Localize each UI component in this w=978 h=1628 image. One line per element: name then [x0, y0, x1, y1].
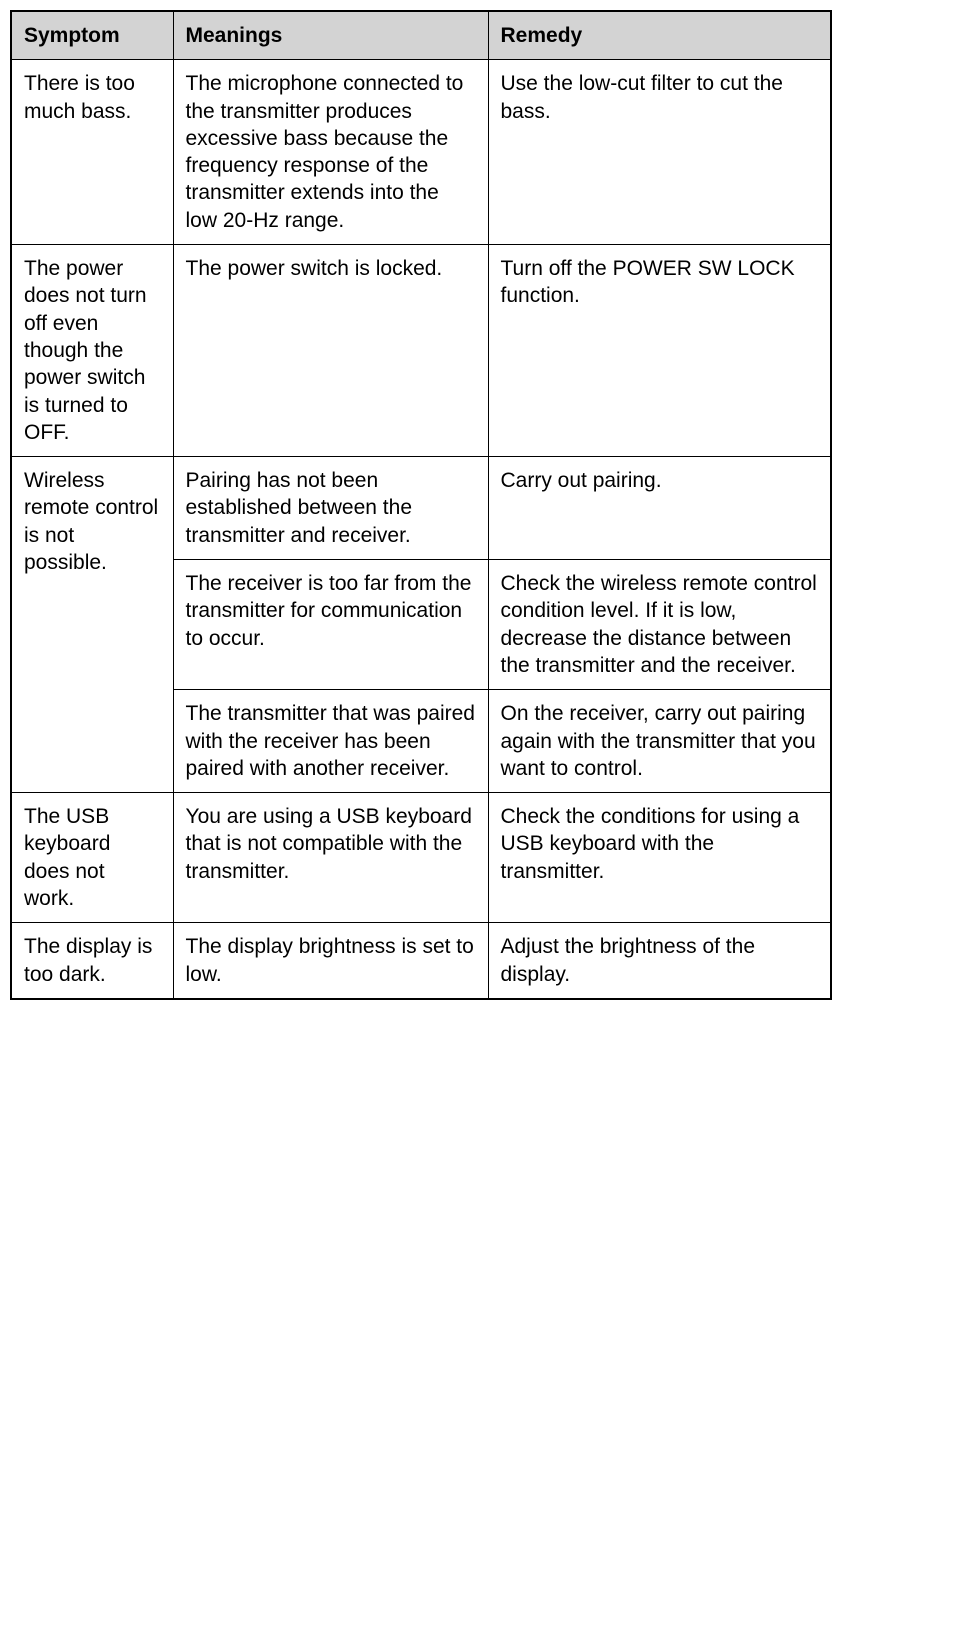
troubleshooting-table: Symptom Meanings Remedy There is too muc… — [10, 10, 832, 1000]
cell-remedy: Use the low-cut filter to cut the bass. — [488, 60, 831, 245]
cell-symptom: The power does not turn off even though … — [11, 245, 173, 457]
column-header-meanings: Meanings — [173, 11, 488, 60]
column-header-remedy: Remedy — [488, 11, 831, 60]
cell-symptom: The USB keyboard does not work. — [11, 793, 173, 923]
cell-remedy: Check the wireless remote control condit… — [488, 560, 831, 690]
cell-symptom: There is too much bass. — [11, 60, 173, 245]
cell-symptom: The display is too dark. — [11, 923, 173, 999]
cell-symptom: Wireless remote control is not possible. — [11, 457, 173, 793]
cell-remedy: Carry out pairing. — [488, 457, 831, 560]
cell-meanings: The display brightness is set to low. — [173, 923, 488, 999]
cell-meanings: Pairing has not been established between… — [173, 457, 488, 560]
cell-remedy: Check the conditions for using a USB key… — [488, 793, 831, 923]
table-row: The USB keyboard does not work. You are … — [11, 793, 831, 923]
cell-remedy: Adjust the brightness of the display. — [488, 923, 831, 999]
table-header-row: Symptom Meanings Remedy — [11, 11, 831, 60]
cell-meanings: You are using a USB keyboard that is not… — [173, 793, 488, 923]
cell-meanings: The microphone connected to the transmit… — [173, 60, 488, 245]
table-row: The display is too dark. The display bri… — [11, 923, 831, 999]
cell-meanings: The power switch is locked. — [173, 245, 488, 457]
table-row: Wireless remote control is not possible.… — [11, 457, 831, 560]
cell-meanings: The receiver is too far from the transmi… — [173, 560, 488, 690]
cell-meanings: The transmitter that was paired with the… — [173, 690, 488, 793]
cell-remedy: Turn off the POWER SW LOCK function. — [488, 245, 831, 457]
table-row: The power does not turn off even though … — [11, 245, 831, 457]
table-row: There is too much bass. The microphone c… — [11, 60, 831, 245]
cell-remedy: On the receiver, carry out pairing again… — [488, 690, 831, 793]
column-header-symptom: Symptom — [11, 11, 173, 60]
